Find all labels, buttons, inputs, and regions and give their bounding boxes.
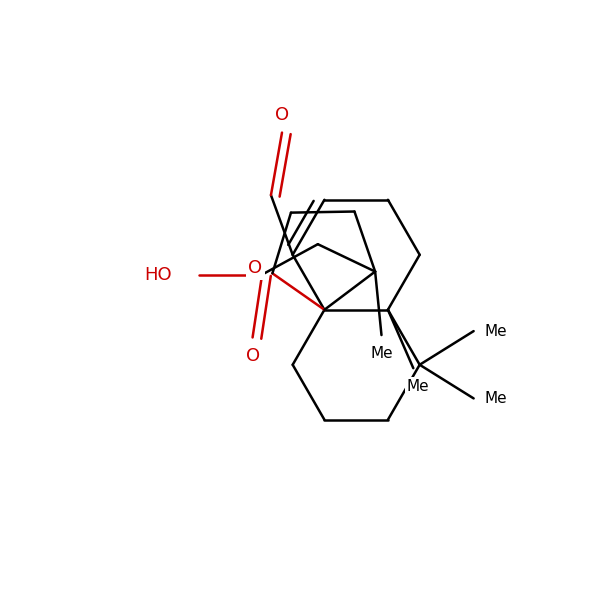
Text: Me: Me <box>484 323 507 338</box>
Text: HO: HO <box>144 266 172 284</box>
Text: Me: Me <box>407 379 430 394</box>
Text: Me: Me <box>370 346 393 361</box>
Text: O: O <box>275 106 289 124</box>
Text: Me: Me <box>484 391 507 406</box>
Text: O: O <box>245 347 260 365</box>
Text: O: O <box>248 259 262 277</box>
